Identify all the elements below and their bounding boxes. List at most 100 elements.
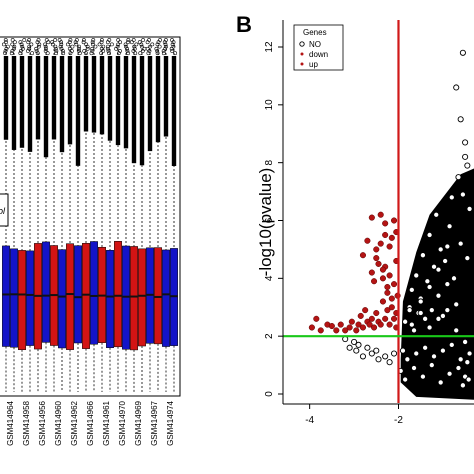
point-down <box>359 324 367 331</box>
outlier-point <box>50 42 55 47</box>
outlier-point <box>3 38 8 42</box>
point-no <box>466 205 473 212</box>
point-no <box>453 84 460 91</box>
point-no <box>466 350 473 357</box>
outlier-point <box>173 51 178 56</box>
point-down <box>388 295 395 302</box>
point-down <box>373 255 380 262</box>
outlier-point <box>73 40 78 45</box>
point-no <box>444 243 451 250</box>
x-tick-label: GSM414962 <box>70 400 79 445</box>
point-no <box>439 347 446 354</box>
outlier-point <box>77 44 81 49</box>
point-no <box>346 344 353 351</box>
point-down <box>342 327 349 334</box>
point-no <box>426 324 433 331</box>
outlier-point <box>59 40 64 45</box>
point-no <box>435 266 442 273</box>
point-no <box>465 376 472 383</box>
box-blue <box>58 249 66 349</box>
outlier-point <box>27 44 32 49</box>
outlier-point <box>126 40 130 45</box>
point-down <box>382 315 389 322</box>
outlier-band <box>163 56 169 137</box>
point-down <box>390 281 398 288</box>
x-tick-label: -2 <box>394 415 403 426</box>
point-no <box>437 246 444 253</box>
outlier-band <box>59 56 65 153</box>
outlier-point <box>68 38 73 42</box>
point-no <box>404 356 411 363</box>
panel-a-x-tick-labels: GSM414964 GSM414958 GSM414956 GSM414960 GSM4… <box>6 400 175 445</box>
outlier-point <box>116 51 121 56</box>
box-blue <box>26 250 34 346</box>
point-no <box>457 356 464 363</box>
outlier-point <box>74 38 79 42</box>
outlier-point <box>90 46 95 51</box>
outlier-point <box>101 49 106 53</box>
x-tick-label: GSM414974 <box>166 400 175 445</box>
outlier-point <box>110 42 114 47</box>
point-no <box>419 252 426 259</box>
box-blue <box>42 241 50 343</box>
point-no <box>402 376 409 383</box>
point-no <box>457 240 464 247</box>
outlier-band <box>147 56 153 152</box>
outlier-point <box>164 38 168 42</box>
point-down <box>317 327 324 334</box>
panel-b-points <box>308 49 474 400</box>
point-down <box>337 321 344 328</box>
legend-box <box>293 24 344 71</box>
outlier-point <box>90 40 95 45</box>
outlier-point <box>139 42 144 47</box>
x-tick-label: GSM414969 <box>134 400 143 445</box>
point-no <box>462 153 469 160</box>
outlier-point <box>50 40 55 45</box>
outlier-point <box>105 46 110 51</box>
x-tick-label: GSM414956 <box>38 400 47 445</box>
legend-no-marker <box>299 41 305 47</box>
point-down <box>375 260 382 267</box>
no-genes-dense-cloud <box>400 168 474 400</box>
outlier-point <box>154 46 159 51</box>
point-no <box>386 359 393 366</box>
point-no <box>402 318 409 325</box>
panel-a-legend-fragment: ol <box>0 206 6 216</box>
box-blue <box>2 245 10 347</box>
point-down <box>388 304 395 311</box>
point-no <box>455 364 462 372</box>
point-no <box>422 315 429 322</box>
outlier-point <box>91 38 96 42</box>
outlier-point <box>25 49 30 53</box>
outlier-band <box>155 56 161 143</box>
outlier-point <box>82 38 86 42</box>
outlier-point <box>156 40 161 45</box>
box-blue <box>90 241 98 345</box>
outlier-point <box>12 40 17 45</box>
point-down <box>386 272 393 279</box>
outlier-point <box>126 51 130 56</box>
outlier-point <box>10 42 15 47</box>
point-no <box>442 257 449 265</box>
outlier-point <box>107 51 111 56</box>
x-tick-label: GSM414960 <box>54 400 63 445</box>
point-no <box>453 327 460 334</box>
point-no <box>428 362 435 369</box>
point-no <box>428 307 435 314</box>
box-red <box>114 241 122 348</box>
point-down <box>353 327 360 334</box>
point-no <box>464 255 471 262</box>
point-no <box>426 283 433 291</box>
point-no <box>446 223 453 230</box>
y-tick-label: 4 <box>264 275 275 281</box>
outlier-point <box>99 40 104 45</box>
point-no <box>437 379 444 386</box>
point-down <box>377 211 384 218</box>
point-no <box>457 116 464 123</box>
box-blue <box>10 248 18 348</box>
panel-b-threshold-lines <box>283 20 474 403</box>
x-tick-label: GSM414966 <box>86 400 95 445</box>
outlier-point <box>170 42 175 47</box>
outlier-point <box>155 42 160 47</box>
